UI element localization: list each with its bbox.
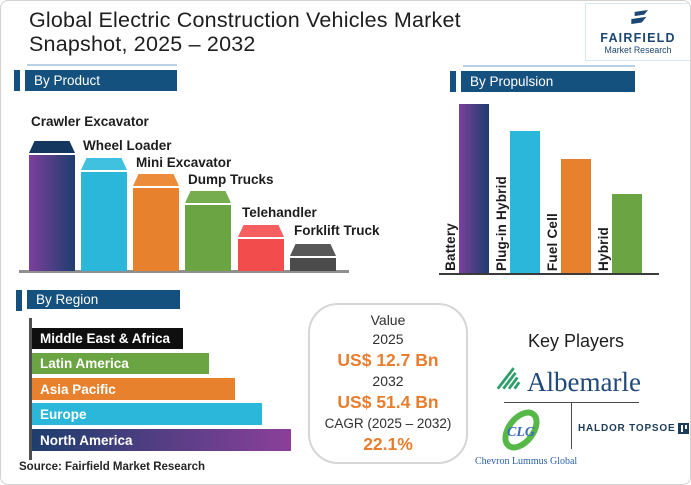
haldor-topsoe-logo: HALDOR TOPSOE [578, 423, 690, 434]
albemarle-logo: Albemarle [495, 364, 641, 396]
value-end: US$ 51.4 Bn [337, 392, 439, 412]
value-year-end: 2032 [372, 373, 404, 389]
albemarle-mark-icon [495, 364, 523, 396]
product-bar-label-6: Forklift Truck [294, 223, 380, 238]
cagr-value: 22.1% [363, 434, 413, 454]
fairfield-logo: FAIRFIELD Market Research [585, 3, 690, 61]
product-bar-2 [81, 158, 127, 271]
propulsion-bar-3 [561, 159, 591, 273]
product-bar-6 [290, 244, 336, 271]
region-bar-1: Middle East & Africa [32, 328, 183, 349]
header-accent-stripe [450, 71, 456, 92]
by-propulsion-bar-chart: Battery Plug-in Hybrid Fuel Cell Hybrid [439, 96, 661, 275]
section-header-by-region: By Region [16, 290, 180, 311]
value-start: US$ 12.7 Bn [337, 350, 439, 370]
product-bar-label-3: Mini Excavator [136, 155, 232, 170]
clg-ribbon-icon [499, 405, 543, 460]
key-players-vertical-divider [571, 402, 572, 449]
propulsion-baseline-axis [439, 273, 659, 275]
page-title-line1: Global Electric Construction Vehicles Ma… [29, 8, 461, 32]
fairfield-logo-tagline: Market Research [604, 44, 672, 55]
product-bar-1 [29, 141, 75, 271]
region-bar-3: Asia Pacific [32, 378, 235, 400]
propulsion-bar-4 [612, 194, 642, 273]
by-product-bar-chart: Crawler Excavator Wheel Loader Mini Excava… [19, 101, 380, 273]
value-year-start: 2025 [372, 331, 404, 347]
clg-logo-text: CLG [507, 425, 535, 440]
header-label-box: By Propulsion [461, 65, 636, 92]
region-bar-4: Europe [32, 403, 262, 425]
propulsion-bar-label-3: Fuel Cell [545, 212, 560, 271]
key-players-title: Key Players [527, 331, 625, 351]
product-bar-5 [238, 225, 284, 271]
chevron-lummus-global-text: Chevron Lummus Global [475, 456, 578, 467]
haldor-topsoe-text: HALDOR TOPSOE [578, 423, 676, 434]
region-vertical-axis [29, 318, 32, 460]
cagr-label: CAGR (2025 – 2032) [324, 416, 452, 431]
haldor-topsoe-square-icon [678, 423, 690, 434]
albemarle-logo-text: Albemarle [527, 367, 641, 397]
product-bar-label-5: Telehandler [242, 205, 317, 220]
section-header-by-product: By Product [14, 64, 178, 91]
region-bar-5: North America [32, 429, 291, 451]
propulsion-bar-label-1: Battery [443, 223, 458, 271]
header-label-box: By Product [25, 64, 178, 91]
section-header-by-propulsion: By Propulsion [450, 65, 636, 92]
market-value-card: Value 2025 US$ 12.7 Bn 2032 US$ 51.4 Bn … [308, 303, 468, 464]
header-label-box: By Region [27, 290, 180, 309]
product-baseline-axis [19, 270, 349, 273]
header-accent-stripe [16, 290, 22, 311]
product-bar-label-4: Dump Trucks [188, 172, 274, 187]
product-bar-label-2: Wheel Loader [83, 138, 172, 153]
region-bar-2: Latin America [32, 353, 209, 374]
product-bar-label-1: Crawler Excavator [31, 114, 149, 129]
product-bar-4 [185, 191, 231, 271]
page-title-line2: Snapshot, 2025 – 2032 [29, 32, 256, 56]
value-label: Value [370, 312, 406, 328]
by-region-bar-chart: Middle East & Africa Latin America Asia Pa… [29, 316, 297, 462]
propulsion-bar-1 [459, 104, 489, 273]
propulsion-bar-label-2: Plug-in Hybrid [494, 175, 509, 271]
propulsion-bar-2 [510, 131, 540, 273]
fairfield-flag-icon [623, 9, 653, 32]
page-title: Global Electric Construction Vehicles Ma… [29, 8, 461, 56]
propulsion-bar-label-4: Hybrid [596, 227, 611, 271]
source-note: Source: Fairfield Market Research [19, 461, 205, 473]
fairfield-logo-name: FAIRFIELD [600, 30, 676, 45]
header-accent-stripe [14, 70, 20, 91]
product-bar-3 [133, 174, 179, 271]
